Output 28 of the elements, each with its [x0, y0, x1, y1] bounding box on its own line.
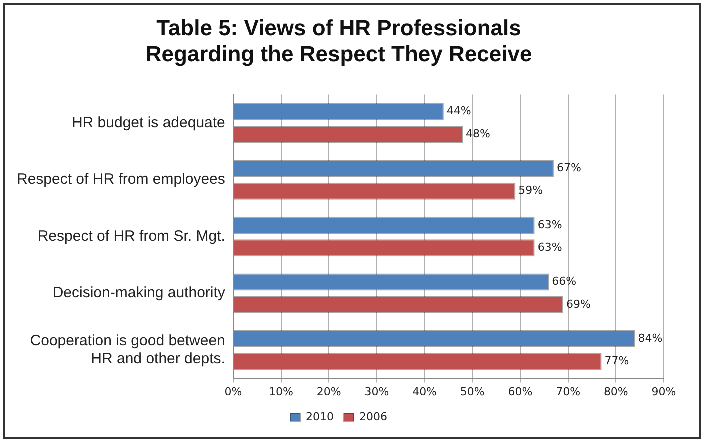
y-tick-label: Cooperation is good between HR and other depts.	[30, 332, 226, 368]
data-label: 66%	[552, 275, 577, 288]
x-tick-label: 0%	[224, 385, 242, 398]
data-label: 69%	[566, 298, 591, 311]
x-tick-label: 60%	[508, 385, 533, 398]
x-tick-label: 80%	[604, 385, 628, 398]
legend-label: 2006	[360, 410, 388, 424]
x-tick-label: 90%	[652, 385, 676, 398]
data-label: 59%	[518, 184, 544, 198]
x-tick-label: 40%	[412, 385, 438, 398]
data-label: 77%	[604, 354, 630, 368]
data-label: 44%	[446, 104, 472, 118]
x-tick-label: 20%	[316, 385, 342, 398]
legend-label: 2010	[306, 410, 334, 424]
x-tick-label: 50%	[460, 385, 485, 398]
data-label: 63%	[538, 218, 562, 232]
data-label: 63%	[538, 241, 562, 254]
x-tick-label: 30%	[364, 385, 390, 398]
y-tick-label: Respect of HR from Sr. Mgt.	[38, 228, 226, 245]
y-tick-label: Decision-making authority	[52, 284, 226, 302]
data-label: 67%	[556, 162, 582, 174]
chart-title: Table 5: Views of HR Professionals Regarding the Respect They Receive	[146, 15, 532, 67]
y-tick-label: HR budget is adequate	[72, 114, 226, 132]
data-label: 84%	[638, 332, 663, 345]
data-label: 48%	[466, 127, 491, 140]
y-tick-label: Respect of HR from employees	[16, 171, 226, 188]
x-tick-label: 10%	[269, 385, 294, 398]
x-tick-label: 70%	[556, 385, 581, 398]
